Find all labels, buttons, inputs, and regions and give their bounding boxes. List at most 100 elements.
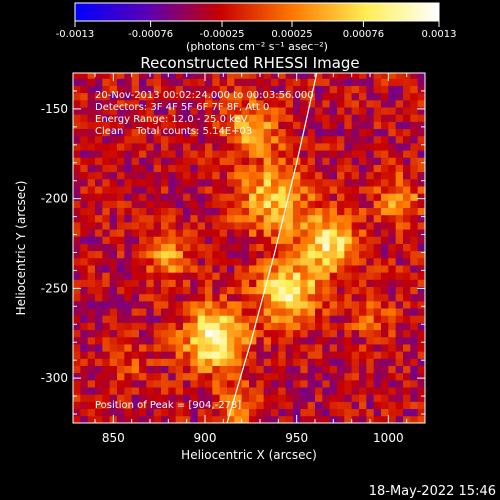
heatmap-cell bbox=[263, 135, 272, 144]
heatmap-cell bbox=[307, 99, 316, 108]
heatmap-cell bbox=[417, 351, 425, 359]
heatmap-cell bbox=[241, 372, 250, 381]
heatmap-cell bbox=[300, 243, 309, 252]
heatmap-cell bbox=[307, 365, 316, 374]
heatmap-cell bbox=[117, 272, 125, 280]
heatmap-cell bbox=[175, 200, 184, 209]
heatmap-cell bbox=[102, 243, 111, 252]
heatmap-cell bbox=[249, 387, 257, 395]
heatmap-cell bbox=[410, 229, 419, 237]
heatmap-cell bbox=[139, 372, 147, 381]
heatmap-cell bbox=[351, 229, 360, 237]
heatmap-cell bbox=[117, 107, 125, 115]
heatmap-cell bbox=[153, 236, 162, 244]
heatmap-cell bbox=[351, 358, 360, 366]
heatmap-cell bbox=[117, 265, 125, 273]
heatmap-cell bbox=[205, 351, 213, 359]
heatmap-cell bbox=[307, 372, 316, 381]
heatmap-cell bbox=[395, 265, 404, 273]
heatmap-cell bbox=[388, 85, 397, 94]
heatmap-cell bbox=[153, 150, 162, 158]
heatmap-cell bbox=[300, 379, 309, 388]
heatmap-cell bbox=[197, 135, 206, 144]
heatmap-cell bbox=[234, 293, 243, 302]
heatmap-cell bbox=[271, 387, 279, 395]
heatmap-cell bbox=[263, 286, 272, 295]
heatmap-cell bbox=[388, 365, 397, 374]
heatmap-cell bbox=[205, 143, 213, 151]
heatmap-cell bbox=[388, 99, 397, 108]
heatmap-cell bbox=[197, 272, 206, 280]
heatmap-cell bbox=[219, 351, 228, 359]
heatmap-cell bbox=[183, 272, 191, 280]
heatmap-cell bbox=[403, 164, 411, 173]
heatmap-cell bbox=[329, 387, 338, 395]
heatmap-cell bbox=[285, 415, 294, 423]
heatmap-cell bbox=[249, 257, 257, 266]
heatmap-cell bbox=[197, 279, 206, 287]
heatmap-cell bbox=[234, 387, 243, 395]
heatmap-cell bbox=[190, 78, 199, 86]
heatmap-cell bbox=[109, 221, 118, 230]
heatmap-cell bbox=[271, 221, 279, 230]
heatmap-cell bbox=[153, 286, 162, 295]
heatmap-cell bbox=[161, 293, 169, 302]
heatmap-cell bbox=[410, 186, 419, 194]
heatmap-cell bbox=[212, 344, 221, 352]
x-tick-label: 950 bbox=[285, 431, 308, 445]
heatmap-cell bbox=[293, 279, 301, 287]
heatmap-cell bbox=[256, 365, 265, 374]
info-line-energy: Energy Range: 12.0 - 25.0 keV bbox=[95, 114, 248, 125]
heatmap-cell bbox=[234, 92, 243, 101]
heatmap-cell bbox=[315, 300, 323, 309]
heatmap-cell bbox=[344, 186, 353, 194]
heatmap-cell bbox=[285, 387, 294, 395]
heatmap-cell bbox=[337, 265, 345, 273]
heatmap-cell bbox=[410, 365, 419, 374]
heatmap-cell bbox=[219, 279, 228, 287]
heatmap-cell bbox=[344, 286, 353, 295]
heatmap-cell bbox=[410, 372, 419, 381]
heatmap-cell bbox=[373, 293, 382, 302]
heatmap-cell bbox=[388, 107, 397, 115]
heatmap-cell bbox=[73, 250, 81, 259]
heatmap-cell bbox=[168, 200, 177, 209]
heatmap-cell bbox=[73, 336, 81, 345]
heatmap-cell bbox=[197, 121, 206, 130]
heatmap-cell bbox=[395, 408, 404, 417]
heatmap-cell bbox=[197, 257, 206, 266]
heatmap-cell bbox=[212, 265, 221, 273]
heatmap-cell bbox=[373, 308, 382, 316]
heatmap-cell bbox=[190, 221, 199, 230]
heatmap-cell bbox=[359, 186, 367, 194]
heatmap-cell bbox=[366, 329, 375, 338]
heatmap-cell bbox=[278, 257, 287, 266]
heatmap-cell bbox=[227, 200, 235, 209]
heatmap-cell bbox=[285, 121, 294, 130]
heatmap-cell bbox=[315, 229, 323, 237]
heatmap-cell bbox=[153, 135, 162, 144]
heatmap-cell bbox=[212, 164, 221, 173]
heatmap-cell bbox=[168, 379, 177, 388]
heatmap-cell bbox=[183, 243, 191, 252]
heatmap-cell bbox=[117, 415, 125, 423]
heatmap-cell bbox=[403, 322, 411, 331]
heatmap-cell bbox=[315, 344, 323, 352]
heatmap-cell bbox=[388, 272, 397, 280]
heatmap-cell bbox=[168, 243, 177, 252]
heatmap-cell bbox=[293, 394, 301, 402]
heatmap-cell bbox=[373, 214, 382, 223]
heatmap-cell bbox=[249, 85, 257, 94]
heatmap-cell bbox=[410, 315, 419, 323]
heatmap-cell bbox=[373, 250, 382, 259]
heatmap-cell bbox=[329, 401, 338, 410]
heatmap-cell bbox=[190, 279, 199, 287]
heatmap-cell bbox=[131, 401, 140, 410]
heatmap-cell bbox=[359, 365, 367, 374]
heatmap-cell bbox=[256, 265, 265, 273]
heatmap-cell bbox=[403, 379, 411, 388]
heatmap-cell bbox=[139, 73, 147, 79]
heatmap-cell bbox=[351, 365, 360, 374]
heatmap-cell bbox=[344, 229, 353, 237]
heatmap-cell bbox=[117, 207, 125, 216]
